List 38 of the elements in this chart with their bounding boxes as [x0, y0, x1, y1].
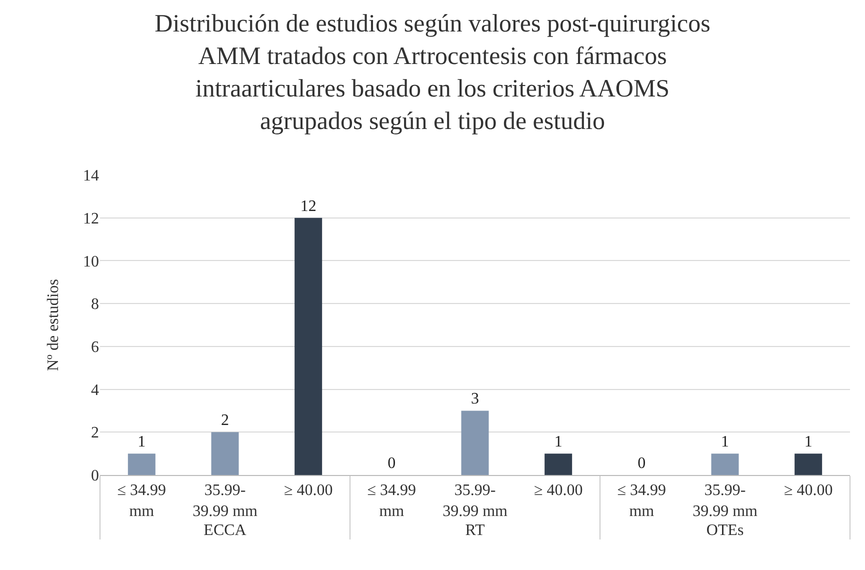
data-label: 0	[638, 455, 646, 472]
y-tick-label: 10	[83, 253, 99, 270]
data-label: 1	[138, 434, 146, 451]
x-tick-label: ≤ 34.99 mm	[117, 482, 166, 520]
y-axis-title: Nº de estudios	[45, 278, 62, 372]
data-label: 1	[554, 434, 562, 451]
y-tick-label: 4	[91, 382, 99, 399]
x-tick-label: ≤ 34.99 mm	[617, 482, 666, 520]
text: OTEs	[706, 522, 744, 539]
bar	[711, 454, 739, 475]
x-tick-label: ≥ 40.00	[534, 482, 583, 500]
x-tick-label: ≥ 40.00	[784, 482, 833, 500]
x-tick-label: 35.99- 39.99 mm	[692, 482, 758, 520]
data-label: 3	[471, 390, 479, 408]
bar	[294, 218, 322, 475]
text: RT	[465, 522, 485, 539]
bar	[211, 432, 239, 475]
y-tick-label: 0	[91, 468, 99, 485]
x-tick-label: ≥ 40.00	[284, 482, 333, 500]
data-label: 2	[221, 412, 229, 430]
bar	[794, 454, 822, 475]
x-tick-label: 35.99- 39.99 mm	[442, 482, 508, 520]
data-label: 1	[721, 434, 729, 451]
text: ECCA	[204, 522, 247, 539]
y-tick-label: 14	[83, 168, 99, 185]
y-tick-label: 2	[91, 424, 99, 442]
data-label: 0	[388, 455, 396, 472]
y-tick-label: 8	[91, 296, 99, 314]
x-tick-label: 35.99- 39.99 mm	[192, 482, 258, 520]
x-tick-label: ≤ 34.99 mm	[367, 482, 416, 520]
data-label: 12	[300, 198, 316, 215]
y-tick-label: 6	[91, 339, 99, 356]
y-tick-label: 12	[83, 210, 99, 228]
bar	[128, 454, 156, 475]
bar	[461, 410, 489, 475]
chart-title: Distribución de estudios según valores post-quirurgicos AMM tratados con Artrocentesis con fármacos intraarticulares basado en los criterios AAOMS agrupados según el tipo de estudio	[154, 10, 710, 135]
data-label: 1	[804, 434, 812, 451]
bar	[544, 454, 572, 475]
